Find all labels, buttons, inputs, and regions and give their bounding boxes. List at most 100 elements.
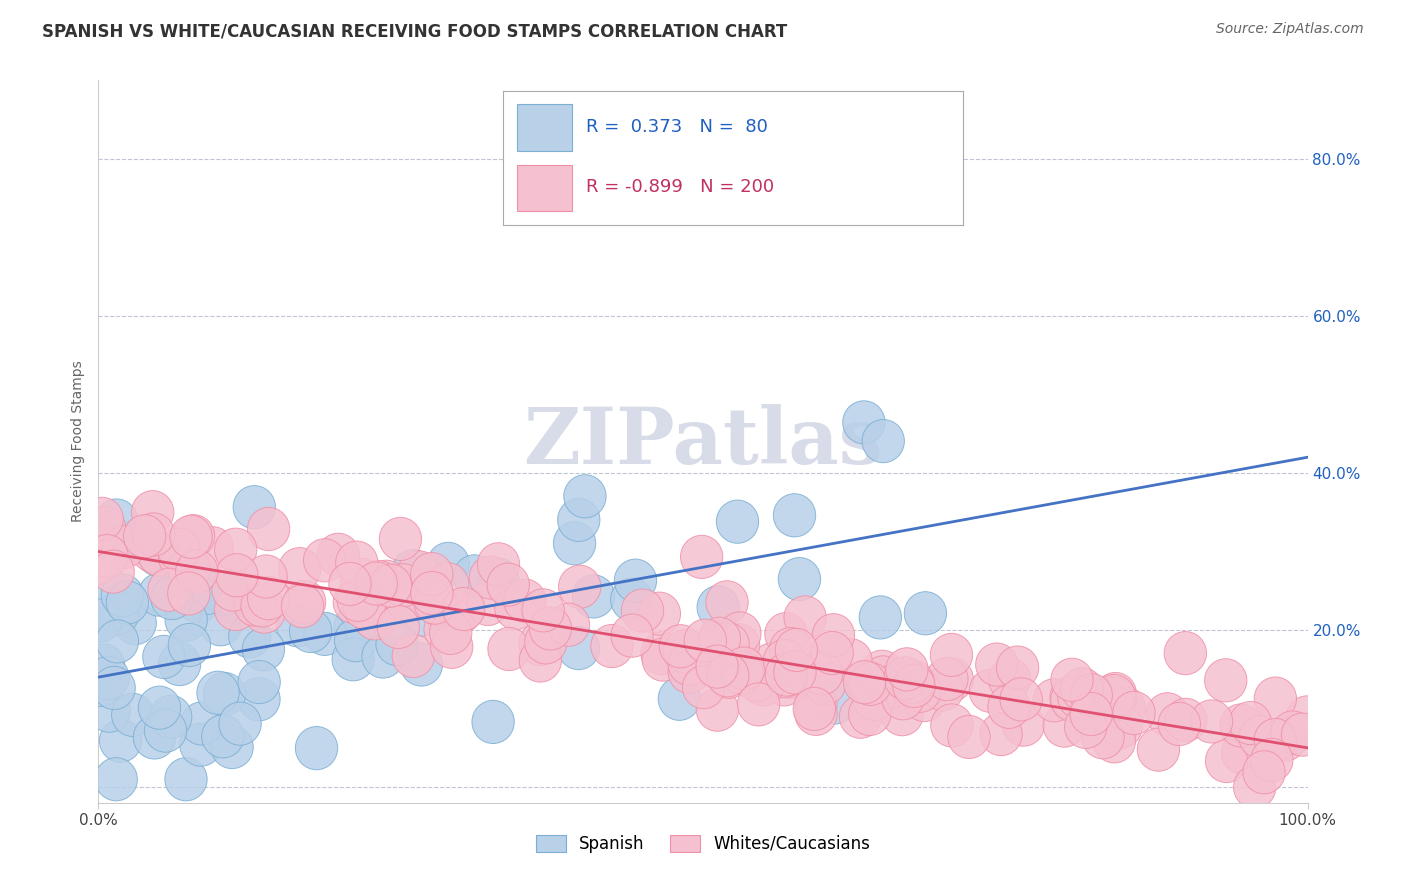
Ellipse shape (779, 558, 821, 600)
Ellipse shape (180, 702, 224, 745)
Ellipse shape (849, 692, 891, 736)
Ellipse shape (86, 534, 128, 578)
Ellipse shape (842, 401, 884, 444)
Ellipse shape (138, 573, 180, 616)
Ellipse shape (564, 475, 606, 518)
Ellipse shape (1264, 718, 1306, 761)
Ellipse shape (411, 572, 453, 615)
Ellipse shape (159, 642, 201, 686)
Ellipse shape (794, 683, 837, 726)
Ellipse shape (658, 677, 700, 721)
Ellipse shape (89, 690, 131, 732)
Ellipse shape (886, 648, 928, 691)
Ellipse shape (1243, 751, 1285, 794)
Ellipse shape (765, 653, 807, 696)
Ellipse shape (682, 665, 724, 709)
Ellipse shape (401, 593, 443, 636)
Ellipse shape (245, 555, 287, 598)
Ellipse shape (813, 614, 855, 657)
Ellipse shape (136, 533, 179, 576)
Ellipse shape (734, 658, 778, 701)
Ellipse shape (519, 623, 561, 665)
Ellipse shape (149, 695, 191, 739)
Ellipse shape (1191, 700, 1233, 743)
Ellipse shape (148, 568, 190, 611)
Ellipse shape (1286, 696, 1329, 739)
Ellipse shape (107, 581, 149, 624)
Ellipse shape (614, 559, 657, 602)
Ellipse shape (529, 607, 572, 650)
Ellipse shape (83, 644, 125, 687)
Ellipse shape (681, 535, 723, 579)
Ellipse shape (333, 581, 375, 624)
Ellipse shape (281, 584, 323, 628)
Ellipse shape (214, 588, 257, 631)
Ellipse shape (1205, 739, 1247, 782)
Ellipse shape (1164, 632, 1206, 674)
Ellipse shape (180, 723, 222, 766)
Ellipse shape (668, 642, 710, 685)
Ellipse shape (803, 662, 846, 706)
Ellipse shape (238, 678, 280, 721)
Ellipse shape (96, 499, 138, 542)
Ellipse shape (443, 588, 485, 631)
Ellipse shape (167, 548, 211, 591)
Ellipse shape (1002, 703, 1045, 747)
Ellipse shape (329, 562, 371, 606)
Ellipse shape (204, 673, 246, 715)
Ellipse shape (704, 638, 747, 681)
Ellipse shape (503, 579, 546, 623)
Ellipse shape (742, 663, 785, 706)
Ellipse shape (212, 568, 254, 611)
Ellipse shape (91, 550, 135, 593)
Ellipse shape (1233, 765, 1275, 809)
Text: Source: ZipAtlas.com: Source: ZipAtlas.com (1216, 22, 1364, 37)
Ellipse shape (738, 658, 780, 702)
Ellipse shape (159, 535, 201, 579)
Ellipse shape (849, 663, 891, 706)
Ellipse shape (1043, 704, 1085, 747)
Ellipse shape (1094, 720, 1136, 763)
Ellipse shape (425, 607, 467, 651)
Ellipse shape (375, 623, 418, 665)
Ellipse shape (524, 621, 567, 664)
Ellipse shape (370, 564, 412, 607)
Ellipse shape (707, 623, 749, 666)
Ellipse shape (1099, 705, 1143, 747)
Ellipse shape (366, 560, 408, 603)
Ellipse shape (891, 660, 934, 704)
Ellipse shape (1081, 715, 1125, 759)
Ellipse shape (337, 578, 380, 622)
Ellipse shape (1112, 691, 1156, 735)
Ellipse shape (1070, 692, 1112, 736)
Ellipse shape (772, 656, 814, 698)
Ellipse shape (453, 555, 495, 598)
Ellipse shape (470, 556, 512, 599)
Ellipse shape (1070, 673, 1112, 716)
Ellipse shape (340, 558, 382, 601)
Ellipse shape (353, 585, 395, 628)
Ellipse shape (173, 515, 215, 558)
Ellipse shape (839, 695, 882, 739)
Ellipse shape (138, 686, 180, 730)
Ellipse shape (150, 576, 193, 620)
Ellipse shape (884, 657, 927, 700)
Ellipse shape (1159, 702, 1201, 746)
Ellipse shape (931, 658, 973, 701)
Ellipse shape (1050, 658, 1092, 701)
Ellipse shape (170, 516, 212, 558)
Ellipse shape (215, 554, 259, 597)
Ellipse shape (93, 666, 135, 709)
Ellipse shape (1254, 677, 1296, 720)
Ellipse shape (519, 639, 561, 682)
Ellipse shape (132, 513, 174, 556)
Ellipse shape (898, 669, 942, 713)
Ellipse shape (427, 542, 470, 585)
Ellipse shape (720, 651, 763, 695)
Ellipse shape (134, 716, 176, 759)
Ellipse shape (1146, 693, 1188, 736)
Ellipse shape (988, 657, 1031, 701)
Ellipse shape (1239, 715, 1281, 759)
Ellipse shape (211, 725, 253, 769)
Ellipse shape (111, 693, 153, 737)
